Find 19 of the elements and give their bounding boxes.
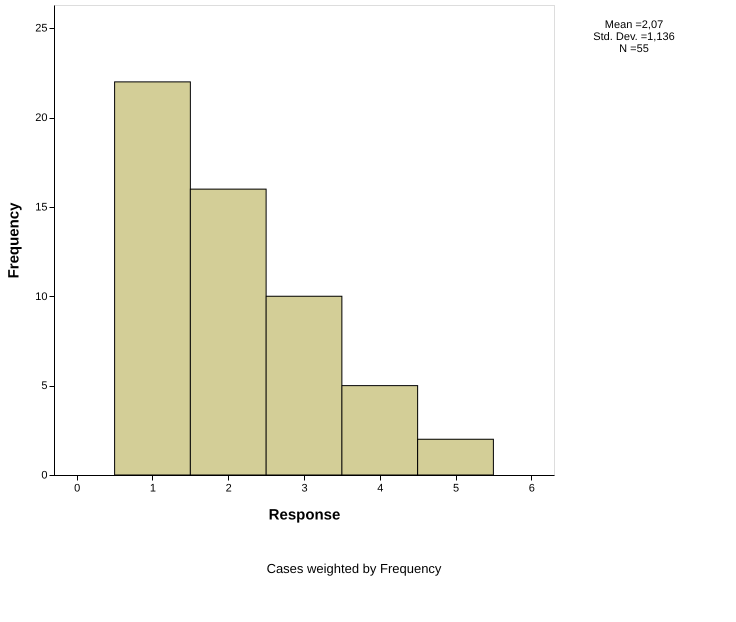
x-tick-label: 2 xyxy=(226,482,232,494)
text: Std. Dev. =1,136 xyxy=(593,31,675,43)
text: Mean =2,07 xyxy=(604,19,664,31)
x-tick-label: 6 xyxy=(528,482,535,494)
y-axis-title: Frequency xyxy=(5,202,22,278)
x-tick-label: 1 xyxy=(150,482,156,494)
y-tick-label: 25 xyxy=(35,22,48,35)
x-tick-label: 4 xyxy=(377,482,384,494)
text: Cases weighted by Frequency xyxy=(266,561,442,576)
y-tick-label: 5 xyxy=(41,380,48,392)
text: N =55 xyxy=(619,43,649,55)
y-tick-label: 20 xyxy=(35,112,48,124)
x-tick-label: 3 xyxy=(301,482,308,494)
y-tick-label: 15 xyxy=(35,201,48,214)
x-tick-label: 0 xyxy=(74,482,80,494)
x-tick-label: 5 xyxy=(452,482,460,494)
y-tick-label: 0 xyxy=(41,470,48,482)
x-axis-title: Response xyxy=(268,506,340,524)
y-tick-label: 10 xyxy=(35,290,48,303)
